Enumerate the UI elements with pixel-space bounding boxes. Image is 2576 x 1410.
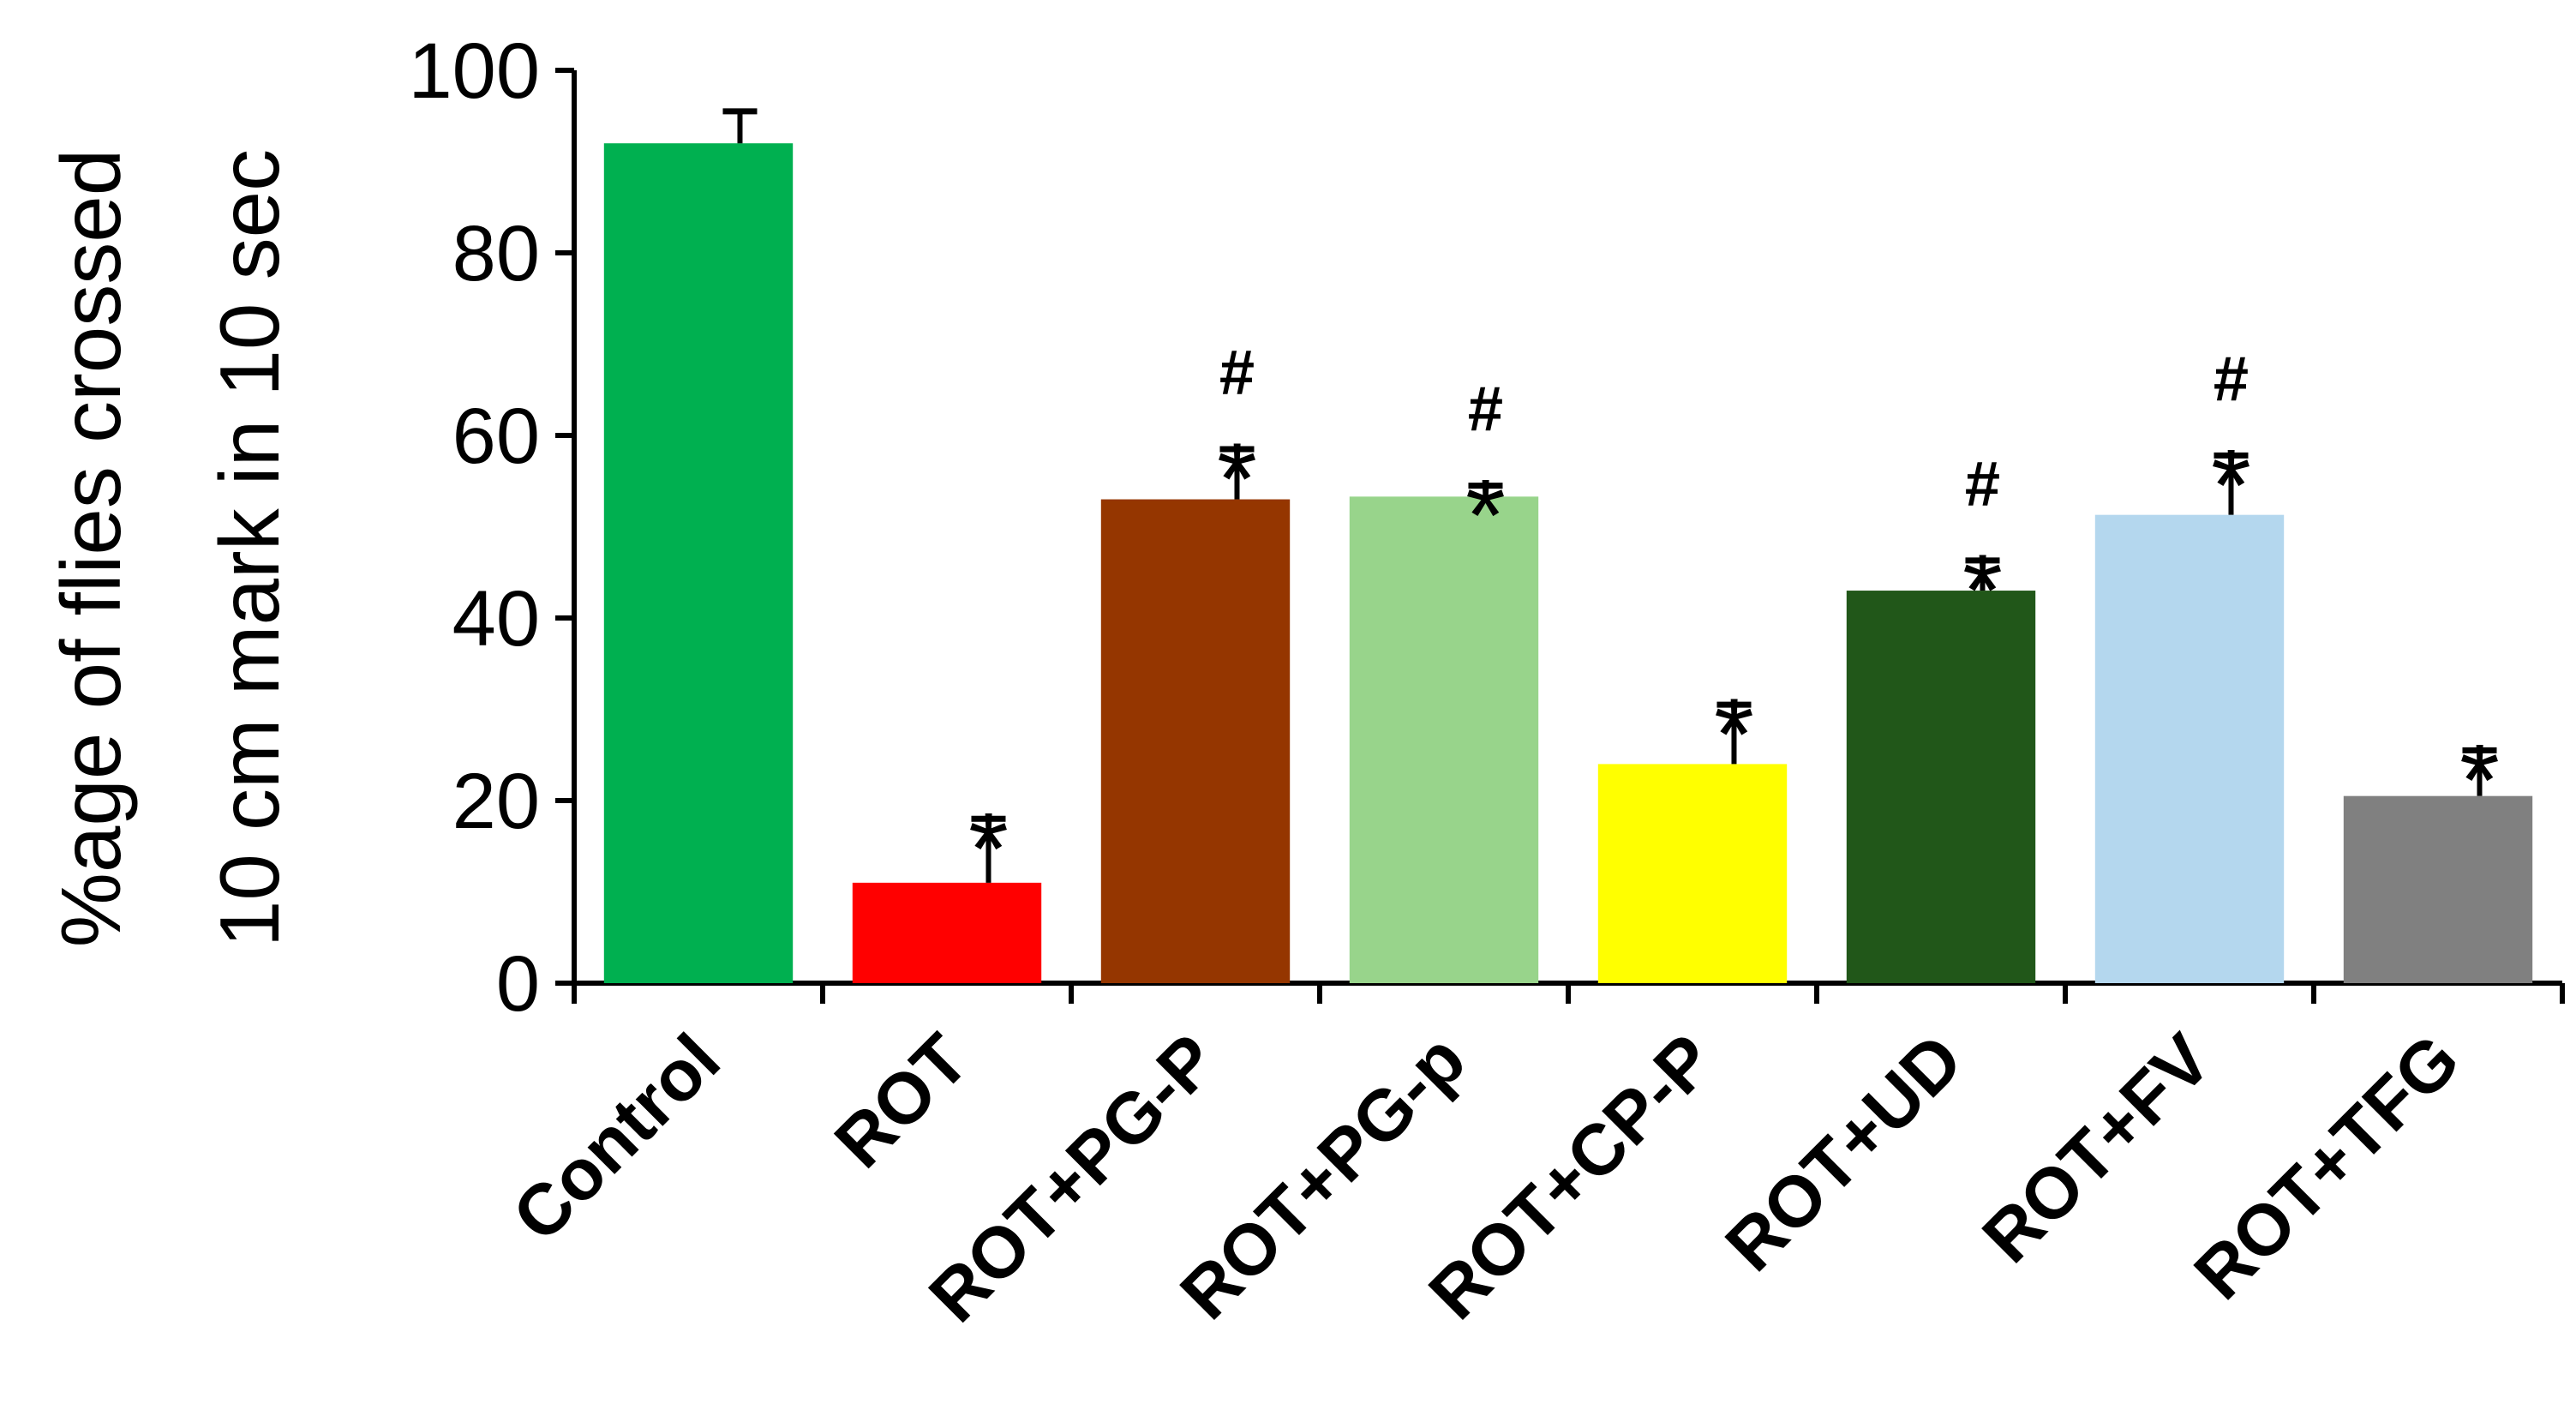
significance-hash: #	[1965, 448, 2000, 519]
y-tick-label: 100	[409, 27, 541, 115]
error-bars	[722, 108, 2497, 883]
significance-marks: * * # * # * * # * # *	[968, 337, 2500, 906]
y-tick-label: 80	[452, 210, 540, 297]
significance-asterisk: *	[2459, 723, 2500, 837]
y-axis-label-line: %age of flies crossed	[44, 149, 138, 947]
bar-rot-fv	[2094, 514, 2285, 983]
bars	[603, 143, 2533, 983]
significance-asterisk: *	[968, 791, 1009, 906]
significance-asterisk: *	[1714, 677, 1754, 792]
significance-asterisk: *	[2211, 428, 2251, 543]
bar-rot-pg-p	[1100, 499, 1291, 983]
y-tick-label: 40	[452, 575, 540, 663]
y-tick-label: 0	[496, 940, 540, 1028]
y-tick-label: 20	[452, 758, 540, 845]
bar-rot	[852, 882, 1042, 983]
category-labels: Control ROTROT+PG-PROT+PG-pROT+CP-PROT+UD…	[497, 1018, 2475, 1337]
category-label: ROT+FV	[1967, 1018, 2226, 1277]
bar-control	[603, 143, 794, 983]
significance-hash: #	[2214, 343, 2249, 414]
y-axis-label: %age of flies crossed 10 cm mark in 10 se…	[44, 149, 297, 947]
significance-asterisk: *	[1962, 533, 2003, 648]
bar-rot-tfg	[2343, 795, 2533, 983]
category-label: Control	[497, 1018, 735, 1257]
y-tick-label: 60	[452, 393, 540, 480]
significance-asterisk: *	[1465, 459, 1506, 573]
bar-rot-cp-p	[1597, 764, 1788, 983]
y-ticks: 0 20 40 60 80 100	[409, 27, 2565, 1028]
category-label: ROT	[819, 1018, 984, 1183]
significance-hash: #	[1219, 337, 1255, 408]
y-axis-label-line: 10 cm mark in 10 sec	[202, 149, 297, 947]
category-label: ROT+UD	[1710, 1018, 1977, 1286]
bar-rot-pg-p	[1349, 496, 1539, 983]
significance-asterisk: *	[1217, 422, 1257, 537]
bar-rot-ud	[1846, 591, 2036, 983]
category-label: ROT+TFG	[2178, 1018, 2474, 1314]
significance-hash: #	[1468, 374, 1503, 445]
